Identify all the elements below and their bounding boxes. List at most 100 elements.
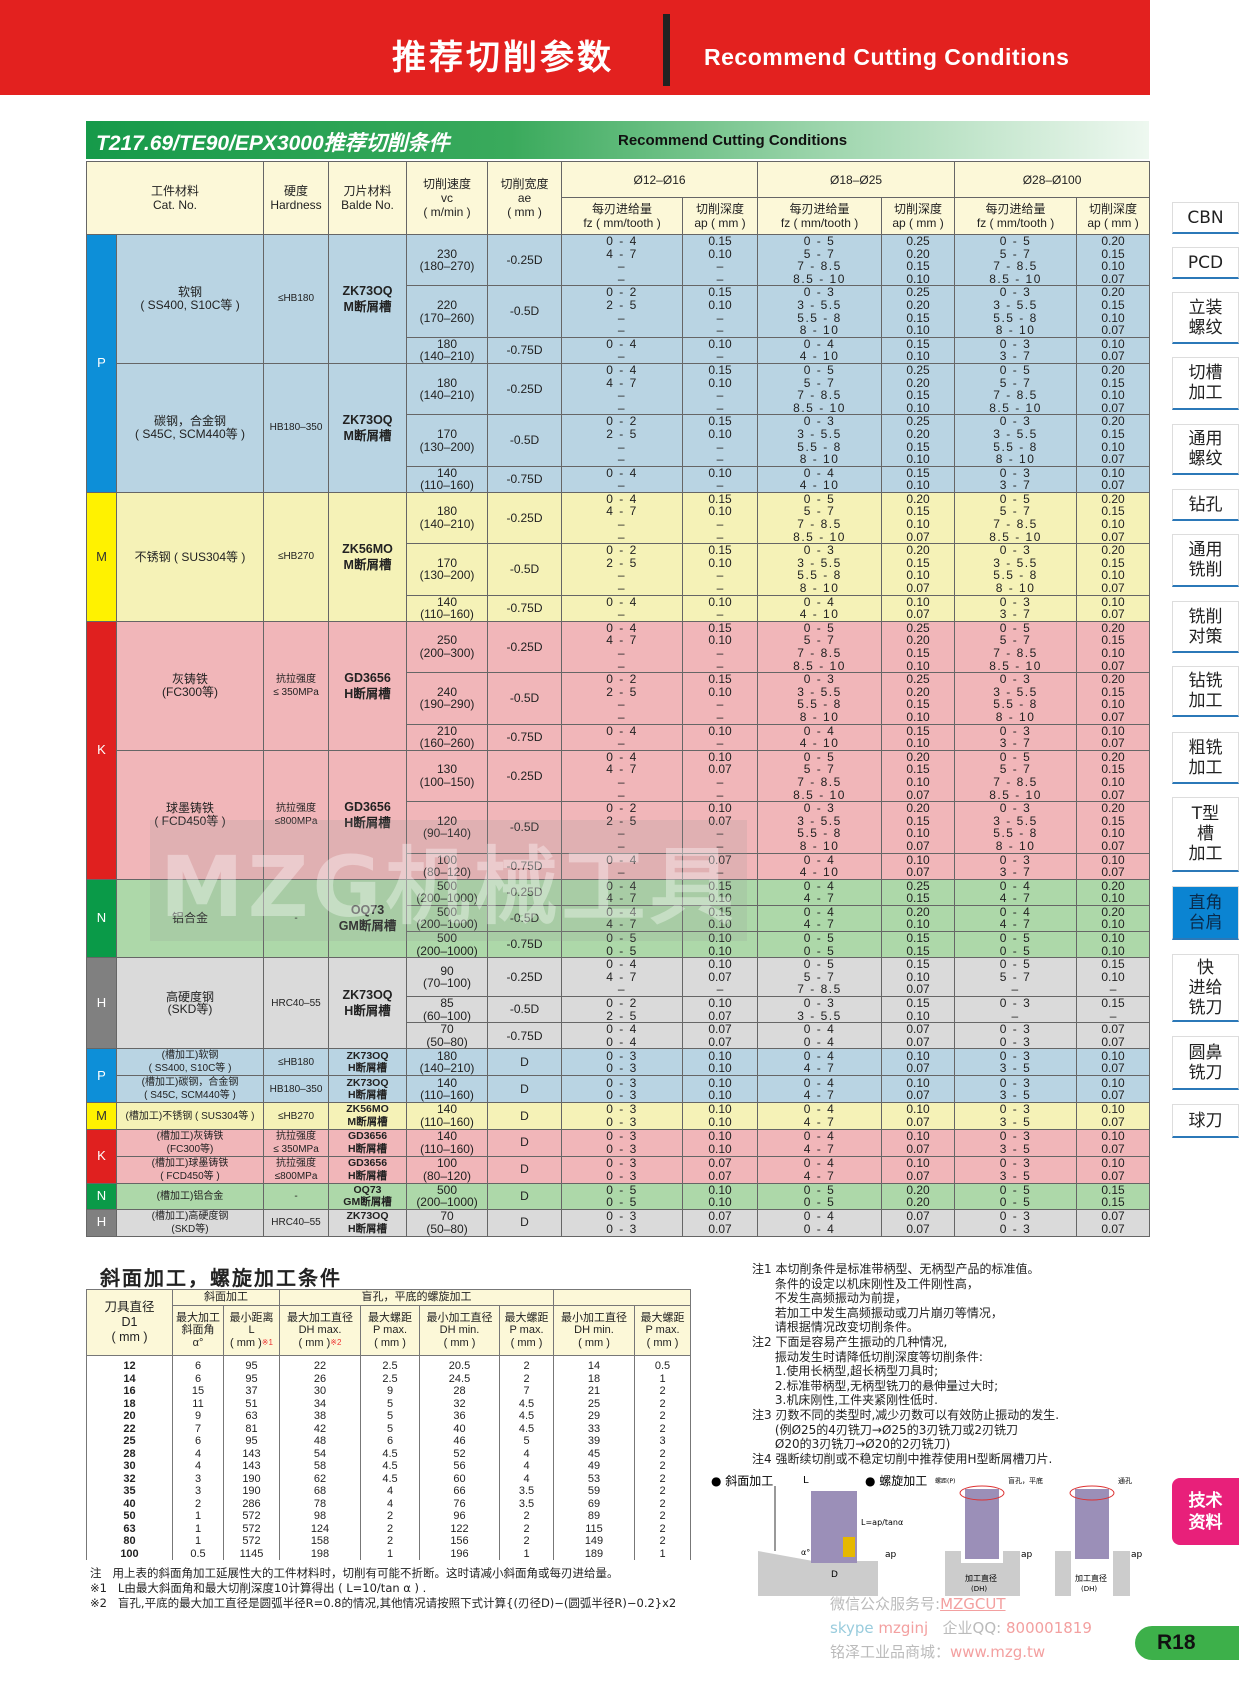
table-cell: 4 bbox=[499, 1472, 554, 1485]
sidebar-item[interactable]: 钻孔 bbox=[1172, 489, 1239, 521]
table-cell: 58 bbox=[279, 1460, 361, 1473]
cutting-width: -0.25D bbox=[487, 749, 563, 803]
depth-of-cut: 0.25 0.20 0.15 0.10 bbox=[881, 362, 956, 416]
depth-of-cut: 0.20 0.15 0.10 0.07 bbox=[881, 749, 956, 803]
material-class-K: K bbox=[86, 1128, 117, 1184]
table-row: 32 3 190 62 4.5 60 4 53 2 bbox=[86, 1472, 691, 1485]
d-label: D bbox=[831, 1570, 838, 1580]
sidebar-item[interactable]: 切槽 加工 bbox=[1172, 357, 1239, 410]
table-cell: 66 bbox=[419, 1485, 500, 1498]
feed-per-tooth: 0 - 3 3 - 5.5 5.5 - 8 8 - 10 bbox=[954, 414, 1078, 467]
sidebar-item[interactable]: 粗铣 加工 bbox=[1172, 732, 1239, 784]
table-cell: 2 bbox=[634, 1497, 691, 1510]
sidebar-item[interactable]: 通用 铣削 bbox=[1172, 534, 1239, 587]
depth-of-cut: 0.20 0.15 0.10 0.07 bbox=[881, 491, 956, 545]
feed-per-tooth: 0 - 3 3 - 5 bbox=[954, 1075, 1078, 1104]
feed-per-tooth: 0 - 3 3 - 5.5 5.5 - 8 8 - 10 bbox=[757, 543, 883, 596]
sidebar-item[interactable]: 通用 螺纹 bbox=[1172, 424, 1239, 475]
sidebar-item[interactable]: 圆鼻 铣刀 bbox=[1172, 1036, 1239, 1090]
hardness: ≤HB180 bbox=[263, 234, 330, 364]
sidebar-item[interactable]: 钻铣 加工 bbox=[1172, 666, 1239, 717]
tool-diameter: 16 bbox=[86, 1385, 173, 1398]
header-ap: 切削深度 ap ( mm ) bbox=[682, 197, 759, 235]
header-d1: 刀具直径 D1 ( mm ) bbox=[86, 1289, 173, 1356]
table-row: H 高硬度钢 (SKD等) HRC40–55 ZK73OQ H断屑槽 90 (70–10… bbox=[86, 957, 1151, 1050]
hardness: - bbox=[263, 1182, 330, 1210]
feed-per-tooth: 0 - 3 3 - 5.5 5.5 - 8 8 - 10 bbox=[954, 672, 1078, 725]
table-cell: 20.5 bbox=[419, 1355, 500, 1373]
table-row: P 软钢 ( SS400, S10C等 ) ≤HB180 ZK73OQ M断屑槽 230… bbox=[86, 233, 1151, 493]
table-cell: 2 bbox=[360, 1510, 420, 1523]
table-cell: 124 bbox=[279, 1522, 361, 1535]
table-cell: 0.5 bbox=[172, 1547, 224, 1560]
sidebar-item[interactable]: T型 槽 加工 bbox=[1172, 797, 1239, 872]
depth-of-cut: 0.20 0.15 0.10 0.07 bbox=[881, 543, 956, 596]
header-fz: 每刃进给量 fz ( mm/tooth ) bbox=[757, 197, 883, 235]
page-number: R18 bbox=[1135, 1626, 1239, 1660]
feed-per-tooth: 0 - 4 4 - 7 bbox=[757, 1155, 883, 1184]
table-cell: 95 bbox=[223, 1355, 280, 1373]
tool-diameter: 12 bbox=[86, 1355, 173, 1373]
table-cell: 42 bbox=[279, 1422, 361, 1435]
table-cell: 53 bbox=[553, 1472, 635, 1485]
table-cell: 1 bbox=[172, 1510, 224, 1523]
tool-diameter: 32 bbox=[86, 1472, 173, 1485]
feed-per-tooth: 0 - 4 4 - 7 – – bbox=[561, 620, 684, 674]
depth-of-cut: 0.10 0.07 bbox=[881, 1075, 956, 1104]
sidebar-item[interactable]: 快 进给 铣刀 bbox=[1172, 954, 1239, 1022]
sidebar-item[interactable]: PCD bbox=[1172, 247, 1239, 279]
depth-of-cut: 0.10 0.07 – – bbox=[682, 801, 759, 854]
column-header: 最小距离 L ( mm )※1 bbox=[223, 1305, 280, 1356]
tech-docs-button[interactable]: 技术 资料 bbox=[1172, 1478, 1239, 1545]
table-cell: 68 bbox=[279, 1485, 361, 1498]
feed-per-tooth: 0 - 3 3 - 5 bbox=[954, 1128, 1078, 1157]
table-cell: 18 bbox=[553, 1372, 635, 1385]
depth-of-cut: 0.10 – bbox=[682, 465, 759, 493]
table-cell: 2 bbox=[360, 1522, 420, 1535]
cutting-speed: 90 (70–100) bbox=[406, 957, 489, 998]
depth-of-cut: 0.15 0.10 bbox=[881, 465, 956, 493]
material-name: (槽加工)灰铸铁 (FC300等) bbox=[115, 1128, 265, 1157]
depth-of-cut: 0.20 0.15 0.10 0.07 bbox=[1076, 414, 1151, 467]
cutting-width: -0.5D bbox=[487, 996, 563, 1024]
feed-per-tooth: 0 - 4 4 - 10 bbox=[757, 723, 883, 751]
feed-per-tooth: 0 - 3 3 - 5 bbox=[954, 1102, 1078, 1130]
sidebar-item[interactable]: 立装 螺纹 bbox=[1172, 292, 1239, 344]
hardness: 抗拉强度 ≤800MPa bbox=[263, 749, 330, 880]
cutting-width: -0.25D bbox=[487, 491, 563, 545]
material-name: 铝合金 bbox=[115, 878, 265, 959]
depth-of-cut: 0.25 0.20 0.15 0.10 bbox=[881, 285, 956, 338]
table-row: 100 0.5 1145 198 1 196 1 189 1 bbox=[86, 1547, 691, 1560]
material-class-N: N bbox=[86, 1182, 117, 1210]
table-row: 35 3 190 68 4 66 3.5 59 2 bbox=[86, 1485, 691, 1498]
feed-per-tooth: 0 - 5 5 - 7 7 - 8.5 8.5 - 10 bbox=[757, 362, 883, 416]
table-row: 63 1 572 124 2 122 2 115 2 bbox=[86, 1522, 691, 1535]
ramp-section-title: 斜面加工，螺旋加工条件 bbox=[100, 1266, 342, 1290]
table-cell: 34 bbox=[279, 1397, 361, 1410]
feed-per-tooth: 0 - 3 0 - 3 bbox=[561, 1128, 684, 1157]
table-cell: 52 bbox=[419, 1447, 500, 1460]
table-row: 30 4 143 58 4.5 56 4 49 2 bbox=[86, 1460, 691, 1473]
table-cell: 51 bbox=[223, 1397, 280, 1410]
sidebar-item[interactable]: 铣削 对策 bbox=[1172, 601, 1239, 653]
cutting-speed: 180 (140–210) bbox=[406, 336, 489, 364]
blade-grade: OQ73 GM断屑槽 bbox=[328, 878, 408, 959]
cutting-width: -0.5D bbox=[487, 543, 563, 596]
sidebar-item[interactable]: 直角 台肩 bbox=[1172, 886, 1239, 940]
feed-per-tooth: 0 - 5 0 - 5 bbox=[561, 931, 684, 959]
cutting-speed: 170 (130–200) bbox=[406, 414, 489, 467]
table-cell: 6 bbox=[172, 1355, 224, 1373]
hardness: HB180–350 bbox=[263, 362, 330, 493]
sidebar-item[interactable]: 球刀 bbox=[1172, 1104, 1239, 1138]
sidebar-item[interactable]: CBN bbox=[1172, 202, 1239, 234]
depth-of-cut: 0.07 0.07 bbox=[682, 1208, 759, 1237]
cutting-width: -0.5D bbox=[487, 285, 563, 338]
ap-label: ap bbox=[1131, 1550, 1143, 1560]
feed-per-tooth: 0 - 3 3 - 5 bbox=[954, 1048, 1078, 1077]
table-cell: 9 bbox=[360, 1385, 420, 1398]
table-row: 28 4 143 54 4.5 52 4 45 2 bbox=[86, 1447, 691, 1460]
table-cell: 98 bbox=[279, 1510, 361, 1523]
feed-per-tooth: 0 - 2 2 - 5 – – bbox=[561, 285, 684, 338]
table-row: 50 1 572 98 2 96 2 89 2 bbox=[86, 1510, 691, 1523]
blade-grade: GD3656 H断屑槽 bbox=[328, 1128, 408, 1157]
